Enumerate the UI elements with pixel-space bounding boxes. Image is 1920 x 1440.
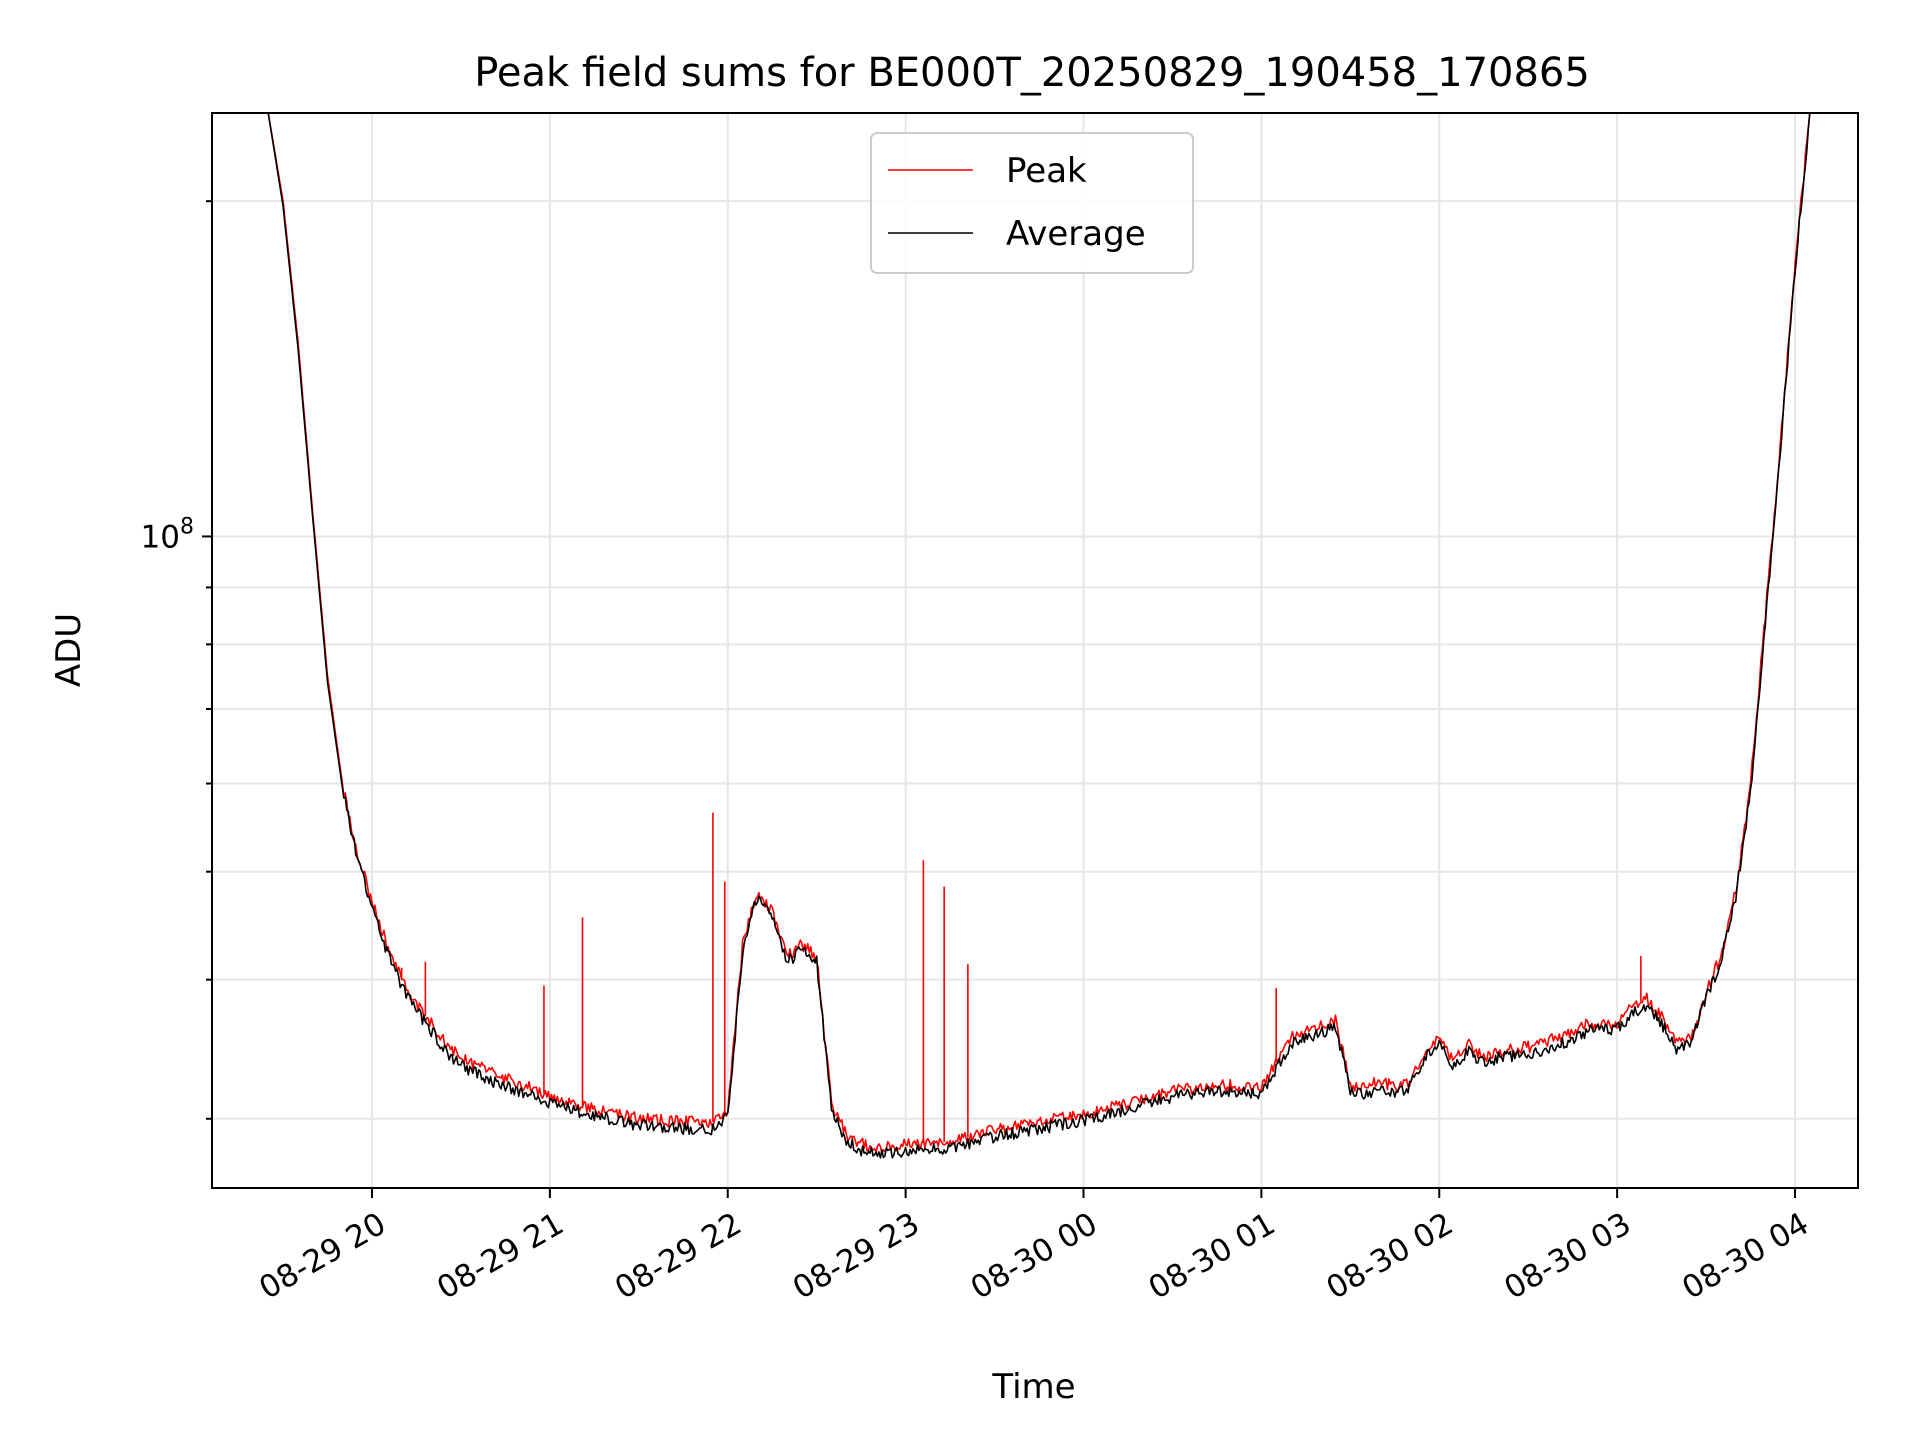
legend: Peak Average (870, 132, 1194, 274)
x-axis-label: Time (991, 1367, 1075, 1407)
series-layer (212, 113, 1825, 1159)
legend-average-label: Average (1006, 214, 1146, 254)
grid-lines (212, 113, 1858, 1188)
y-tick-label: 108 (141, 514, 194, 555)
legend-peak-label: Peak (1006, 151, 1087, 191)
average-series-line (212, 113, 1825, 1159)
peak-series-line (212, 113, 1825, 1154)
chart-title: Peak field sums for BE000T_20250829_1904… (474, 50, 1590, 96)
y-axis-label: ADU (49, 613, 89, 687)
plot-frame (211, 112, 1859, 1189)
y-axis-ticks: 108 (141, 200, 212, 1120)
legend-box (870, 132, 1194, 274)
